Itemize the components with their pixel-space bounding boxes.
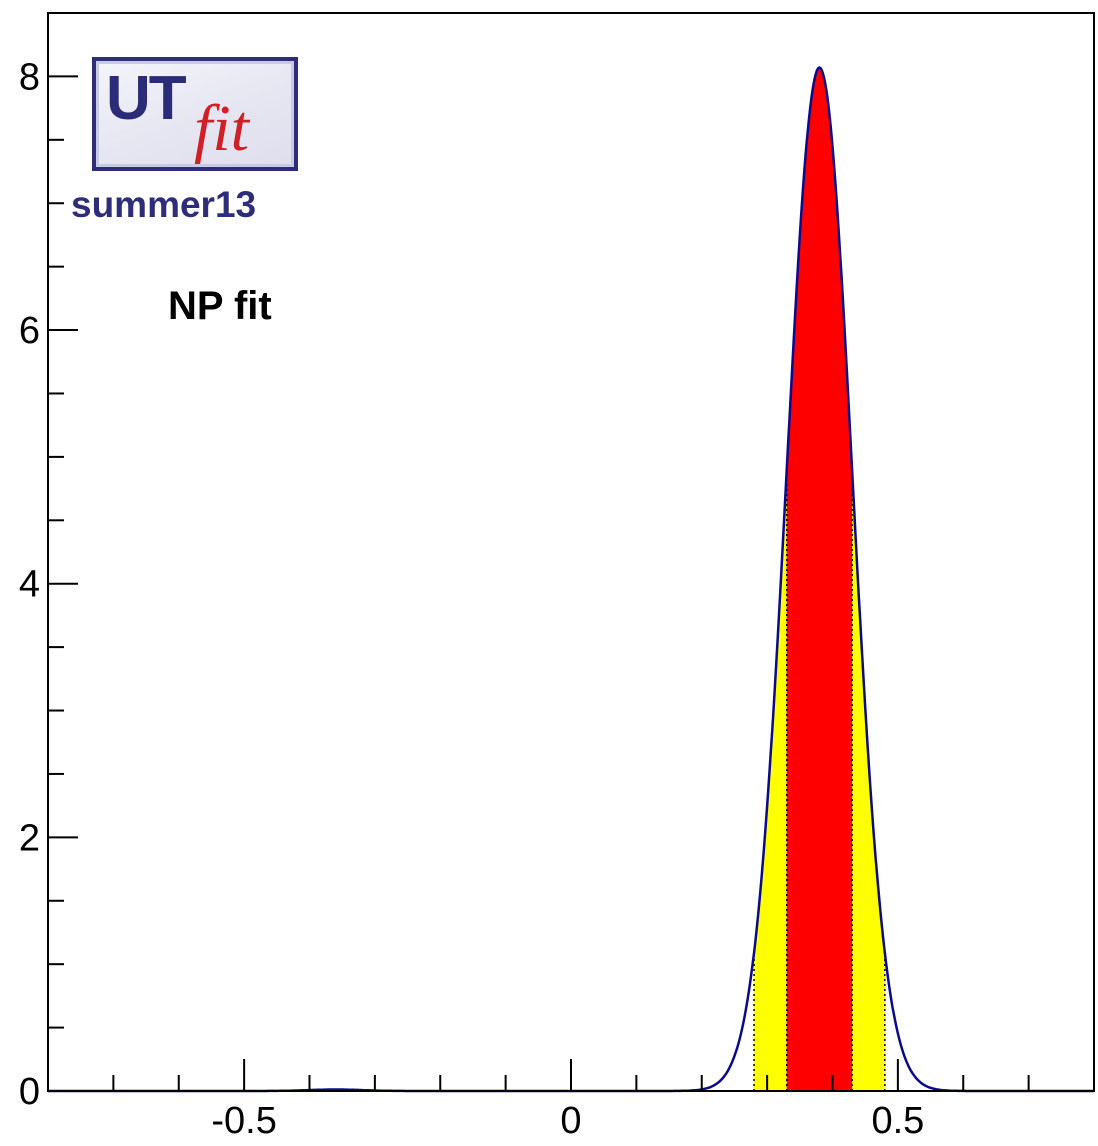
plot-frame xyxy=(47,12,1095,1092)
utfit-logo: UT fit xyxy=(92,57,298,171)
axes: -0.5 0 0.5 0 2 4 6 8 xyxy=(19,12,1095,1142)
x-tick-label: -0.5 xyxy=(211,1100,276,1142)
band-68pct xyxy=(786,67,853,1091)
x-tick-label: 0.5 xyxy=(871,1100,924,1142)
y-tick-label: 8 xyxy=(19,56,40,98)
credibility-bands xyxy=(753,67,886,1091)
x-tick-label: 0 xyxy=(560,1100,581,1142)
y-tick-label: 0 xyxy=(19,1071,40,1113)
logo-ut-text: UT xyxy=(106,64,187,133)
fit-type-label: NP fit xyxy=(168,284,272,328)
y-tick-label: 2 xyxy=(19,817,40,859)
logo-fit-text: fit xyxy=(194,92,250,165)
y-tick-label: 4 xyxy=(19,564,40,606)
y-tick-label: 6 xyxy=(19,310,40,352)
logo-edition-label: summer13 xyxy=(71,184,257,225)
